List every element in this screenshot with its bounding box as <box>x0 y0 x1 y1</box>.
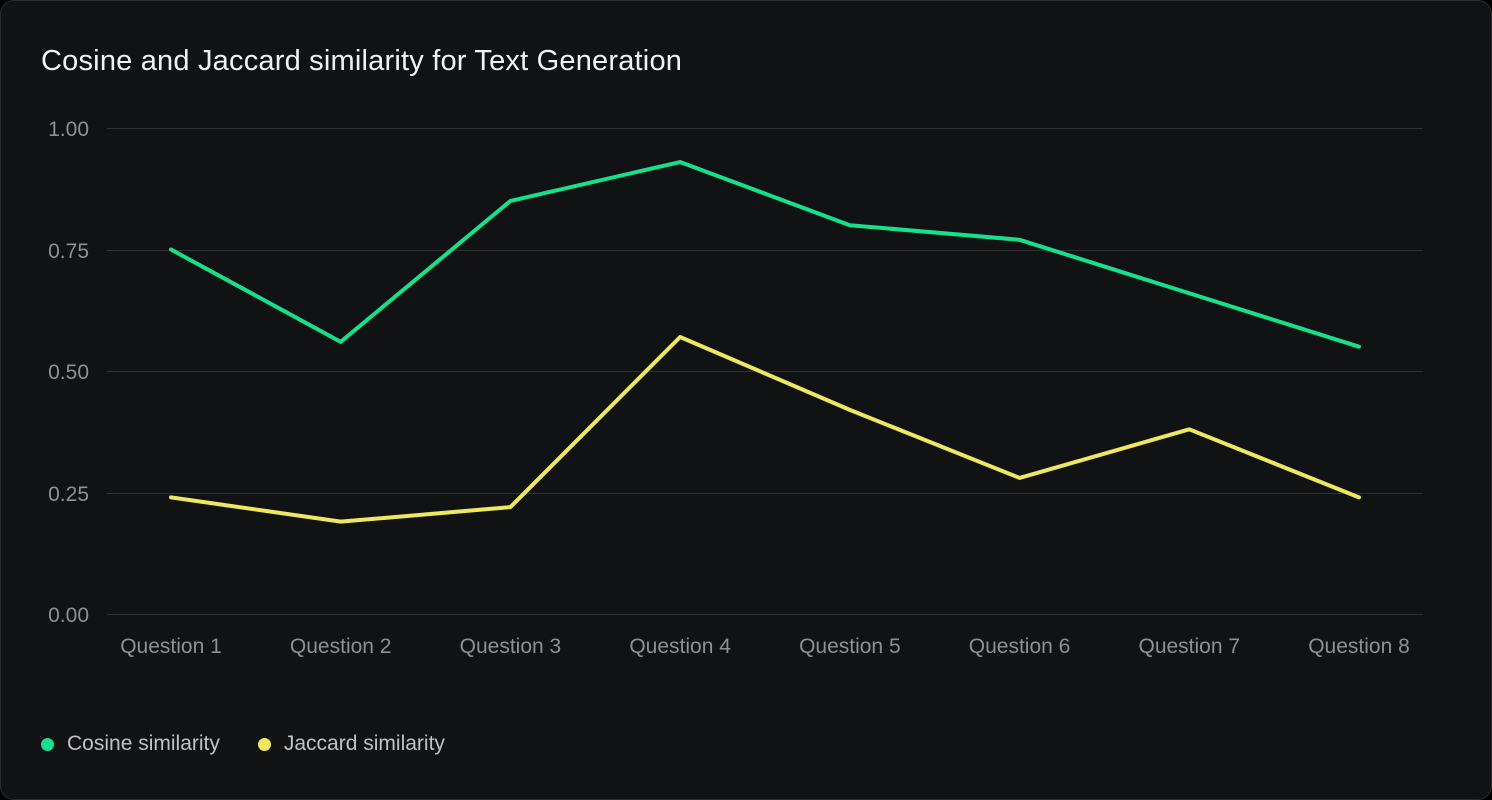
chart-title: Cosine and Jaccard similarity for Text G… <box>41 45 683 77</box>
x-axis-tick-label: Question 1 <box>120 635 222 658</box>
legend-dot-icon <box>257 737 271 751</box>
y-axis-tick-label: 0.75 <box>48 240 89 263</box>
x-axis-tick-label: Question 6 <box>969 635 1071 658</box>
cosine-similarity-line[interactable] <box>169 160 1361 349</box>
y-axis-tick-label: 1.00 <box>48 118 89 141</box>
x-axis-tick-label: Question 8 <box>1308 635 1410 658</box>
x-axis-tick-label: Question 4 <box>629 635 731 658</box>
chart-legend: Cosine similarity Jaccard similarity <box>41 732 445 756</box>
y-axis-tick-label: 0.00 <box>48 604 89 627</box>
legend-label: Jaccard similarity <box>283 732 445 755</box>
legend-dot-icon <box>41 737 54 751</box>
x-axis-tick-label: Question 7 <box>1138 635 1240 658</box>
jaccard-similarity-line[interactable] <box>169 334 1361 524</box>
legend-label: Cosine similarity <box>67 732 220 755</box>
x-axis-tick-label: Question 5 <box>799 635 901 658</box>
x-axis-tick-label: Question 2 <box>290 635 392 658</box>
legend-item-jaccard-similarity[interactable]: Jaccard similarity <box>257 732 445 756</box>
legend-item-cosine-similarity[interactable]: Cosine similarity <box>41 732 220 756</box>
x-axis-tick-label: Question 3 <box>460 635 562 658</box>
y-axis-tick-label: 0.50 <box>48 361 89 384</box>
y-axis-tick-label: 0.25 <box>48 483 89 506</box>
